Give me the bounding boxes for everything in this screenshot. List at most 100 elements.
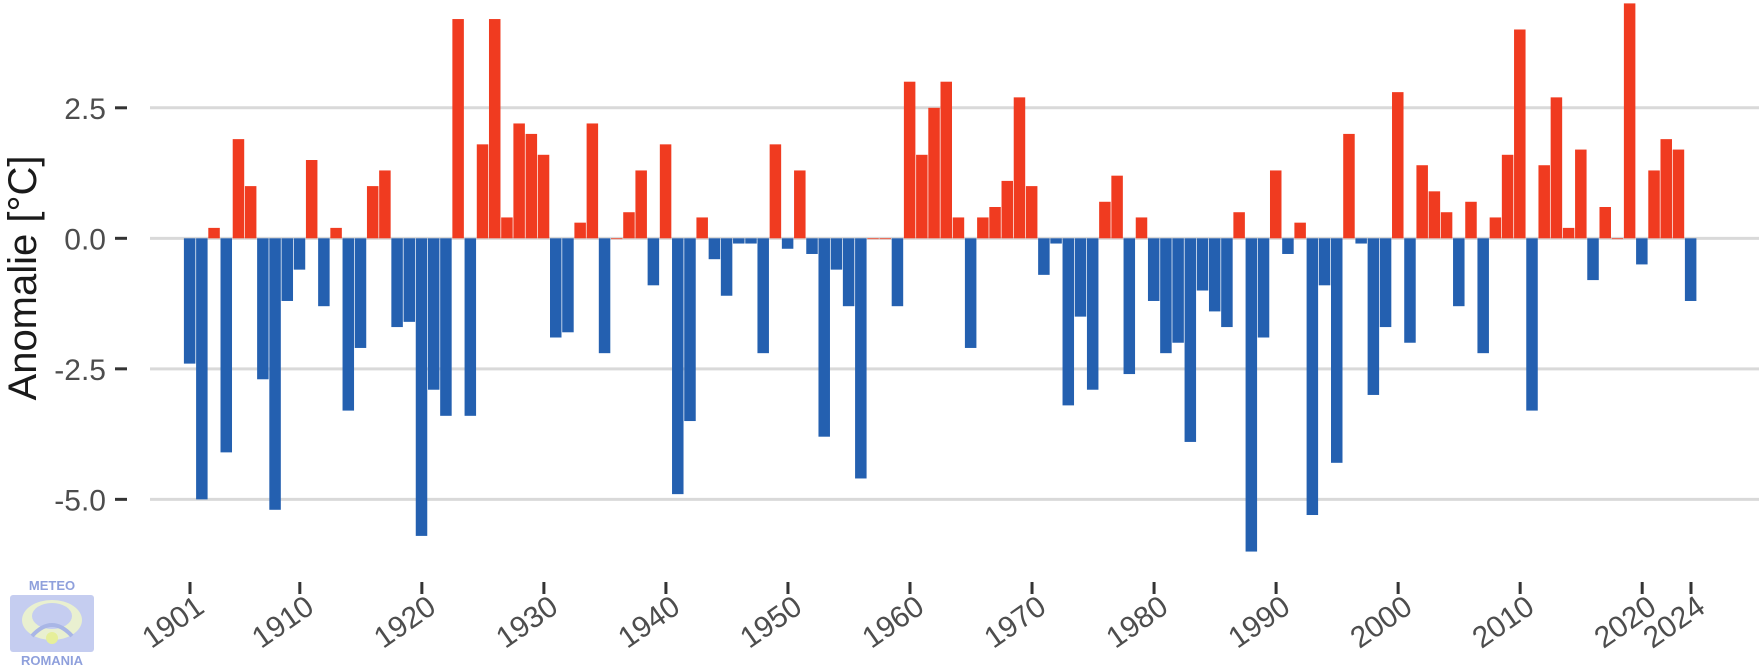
bar-1990 — [1269, 170, 1282, 239]
bar-1909 — [281, 238, 294, 301]
logo-top-text: METEO — [29, 578, 75, 593]
bar-1984 — [1196, 238, 1209, 291]
bar-1934 — [586, 123, 599, 239]
bar-1988 — [1245, 238, 1258, 552]
bar-2000 — [1392, 92, 1404, 239]
bar-1924 — [464, 238, 477, 416]
bar-2007 — [1477, 238, 1489, 354]
bar-1991 — [1282, 238, 1294, 254]
bar-1998 — [1367, 238, 1380, 395]
y-tick-label: -2.5 — [54, 354, 106, 387]
bar-1992 — [1294, 222, 1306, 239]
bar-1942 — [684, 238, 696, 422]
bar-1994 — [1318, 238, 1331, 286]
x-tick-label: 1960 — [856, 590, 930, 655]
bar-1999 — [1379, 238, 1392, 328]
bar-2022 — [1660, 139, 1672, 239]
bar-1958 — [879, 238, 891, 240]
bar-1922 — [440, 238, 452, 416]
bar-1917 — [379, 170, 391, 239]
bar-1916 — [366, 186, 379, 239]
bar-1965 — [964, 238, 977, 348]
bar-1979 — [1135, 217, 1148, 239]
x-tick-label: 1930 — [490, 590, 564, 655]
bar-2004 — [1440, 212, 1453, 239]
bar-1941 — [672, 238, 684, 495]
bar-1967 — [989, 207, 1001, 239]
bar-1962 — [928, 107, 940, 239]
bar-2014 — [1562, 227, 1575, 239]
bar-2002 — [1416, 165, 1428, 239]
bar-1905 — [232, 139, 245, 239]
bar-1920 — [415, 238, 428, 536]
bar-2019 — [1623, 3, 1636, 239]
bar-2013 — [1550, 97, 1563, 239]
bar-2023 — [1672, 149, 1685, 239]
bar-1933 — [574, 222, 586, 239]
bar-1972 — [1050, 238, 1062, 244]
bar-1925 — [476, 144, 489, 239]
bar-1926 — [488, 19, 501, 239]
x-tick-label: 2010 — [1467, 590, 1541, 655]
bar-2009 — [1501, 154, 1514, 239]
bar-1986 — [1221, 238, 1233, 328]
y-axis-ticks: 2.5 0.0 -2.5 -5.0 — [54, 93, 127, 517]
bar-1997 — [1355, 238, 1367, 244]
x-tick-label: 1920 — [368, 590, 442, 655]
bar-1947 — [745, 238, 757, 244]
logo-bottom-text: ROMANIA — [21, 653, 84, 668]
bar-1932 — [562, 238, 574, 333]
bar-1928 — [513, 123, 525, 239]
bar-1919 — [403, 238, 416, 322]
bar-1938 — [635, 170, 647, 239]
bar-1906 — [244, 186, 257, 239]
bar-1995 — [1331, 238, 1343, 463]
bar-1964 — [952, 217, 965, 239]
bar-1912 — [318, 238, 330, 307]
bar-2024 — [1684, 238, 1697, 301]
bar-1982 — [1172, 238, 1184, 343]
bar-1976 — [1099, 201, 1111, 239]
bar-1971 — [1038, 238, 1050, 275]
bar-1929 — [525, 133, 538, 239]
bar-1959 — [891, 238, 904, 307]
bar-1923 — [452, 19, 464, 239]
bar-1956 — [855, 238, 867, 479]
bar-1975 — [1086, 238, 1099, 390]
bar-1977 — [1111, 175, 1123, 239]
meteo-romania-logo: METEO ROMANIA — [10, 578, 94, 668]
bar-1913 — [330, 227, 342, 239]
y-tick-label: 0.0 — [64, 223, 106, 256]
bar-1957 — [867, 238, 879, 240]
bar-2010 — [1514, 29, 1526, 239]
bar-1996 — [1343, 133, 1355, 239]
bar-1945 — [720, 238, 733, 296]
bar-1963 — [940, 81, 952, 239]
bar-1993 — [1306, 238, 1319, 516]
meteo-romania-logo-icon — [10, 595, 94, 652]
bar-2001 — [1404, 238, 1416, 343]
bar-1987 — [1233, 212, 1245, 239]
bar-1901 — [183, 238, 196, 364]
bar-1952 — [806, 238, 818, 254]
bar-1946 — [733, 238, 745, 244]
bar-2021 — [1648, 170, 1660, 239]
bar-1902 — [196, 238, 208, 500]
bar-1939 — [647, 238, 660, 286]
bar-1927 — [501, 217, 513, 239]
y-tick-label: -5.0 — [54, 484, 106, 517]
bar-1961 — [916, 154, 928, 239]
x-axis-ticks: 1901 1910 1920 1930 1940 1950 1960 1970 1980 1990… — [136, 582, 1711, 655]
bar-1936 — [611, 238, 623, 240]
bar-1948 — [757, 238, 769, 354]
bar-2018 — [1611, 238, 1624, 240]
bar-1989 — [1257, 238, 1270, 338]
x-tick-label: 2000 — [1345, 590, 1419, 655]
bar-1949 — [769, 144, 782, 239]
bars — [183, 3, 1697, 552]
bar-1918 — [391, 238, 403, 328]
bar-1960 — [903, 81, 916, 239]
bar-1943 — [696, 217, 708, 239]
x-tick-label: 1970 — [978, 590, 1052, 655]
